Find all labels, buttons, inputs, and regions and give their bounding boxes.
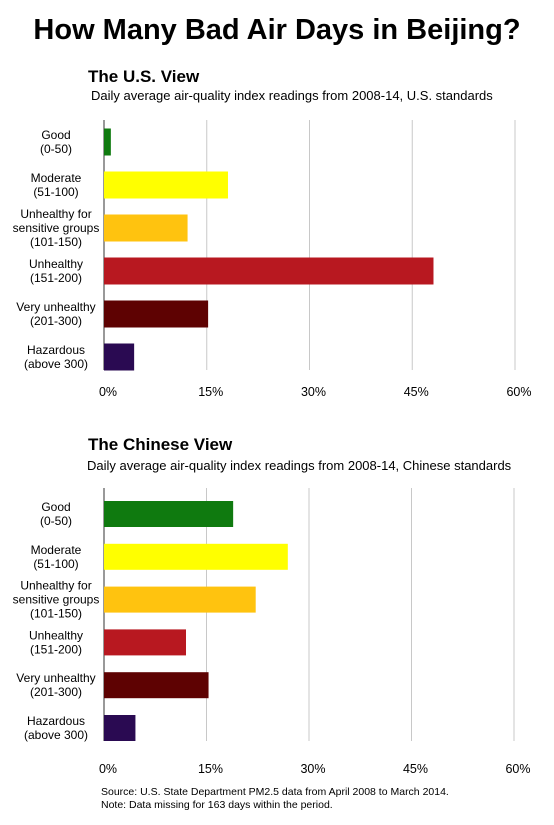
x-tick-label: 45%	[404, 385, 429, 399]
category-label: Hazardous (above 300)	[24, 714, 88, 742]
chart-subtitle: Daily average air-quality index readings…	[91, 88, 493, 103]
bar	[104, 629, 186, 656]
x-tick-label: 60%	[506, 385, 531, 399]
category-label-line: (0-50)	[40, 142, 72, 156]
category-label: Unhealthy (151-200)	[29, 628, 83, 656]
category-label-line: Moderate	[31, 543, 82, 557]
category-label: Very unhealthy (201-300)	[16, 300, 95, 328]
category-label-line: Moderate	[31, 171, 82, 185]
category-label-line: Very unhealthy	[16, 300, 95, 314]
chinese-view-bar-chart: 0% 15% 30% 45% 60% Good (0-50) Moderate (51-100)…	[13, 488, 531, 776]
chart-subtitle: Daily average air-quality index readings…	[87, 458, 512, 473]
bar	[104, 128, 111, 156]
category-label-line: (51-100)	[33, 557, 78, 571]
x-tick-label: 0%	[99, 762, 117, 776]
category-label-line: (above 300)	[24, 728, 88, 742]
category-label-line: (201-300)	[30, 685, 82, 699]
x-tick-label: 15%	[198, 762, 223, 776]
category-label-line: (0-50)	[40, 514, 72, 528]
category-label-line: (51-100)	[33, 185, 78, 199]
category-label-line: sensitive groups	[13, 593, 100, 607]
x-tick-label: 30%	[300, 762, 325, 776]
bar	[104, 715, 136, 741]
bar	[104, 300, 209, 328]
bar	[104, 171, 228, 199]
category-label: Moderate (51-100)	[31, 543, 82, 571]
category-label: Moderate (51-100)	[31, 171, 82, 199]
category-label: Good (0-50)	[40, 128, 72, 156]
note-line: Note: Data missing for 163 days within t…	[101, 799, 333, 811]
bar	[104, 672, 209, 699]
source-line: Source: U.S. State Department PM2.5 data…	[101, 786, 449, 798]
us-view-bar-chart: 0% 15% 30% 45% 60% Good (0-50) Moderate (51-100)…	[13, 120, 532, 399]
category-label-line: Hazardous	[27, 714, 85, 728]
category-label-line: Unhealthy	[29, 628, 83, 642]
bar	[104, 343, 135, 371]
category-label-line: (201-300)	[30, 314, 82, 328]
source-note: Source: U.S. State Department PM2.5 data…	[101, 786, 449, 812]
category-label: Unhealthy (151-200)	[29, 257, 83, 285]
x-tick-label: 30%	[301, 385, 326, 399]
chart-title: The Chinese View	[88, 435, 233, 454]
category-label-line: Good	[41, 128, 70, 142]
x-tick-label: 15%	[198, 385, 223, 399]
category-label-line: Unhealthy	[29, 257, 83, 271]
bar	[104, 257, 434, 285]
category-label-line: Hazardous	[27, 343, 85, 357]
category-label-line: Unhealthy for	[20, 579, 91, 593]
category-label: Unhealthy for sensitive groups (101-150)	[13, 207, 100, 249]
x-tick-label: 45%	[403, 762, 428, 776]
category-label-line: (101-150)	[30, 235, 82, 249]
category-label-line: Very unhealthy	[16, 671, 95, 685]
category-label: Hazardous (above 300)	[24, 343, 88, 371]
category-label: Very unhealthy (201-300)	[16, 671, 95, 699]
x-tick-label: 0%	[99, 385, 117, 399]
bar	[104, 543, 288, 570]
category-label-line: Unhealthy for	[20, 207, 91, 221]
category-label-line: (151-200)	[30, 642, 82, 656]
x-tick-label: 60%	[505, 762, 530, 776]
bar	[104, 586, 256, 613]
category-label-line: (above 300)	[24, 357, 88, 371]
chart-title: The U.S. View	[88, 67, 200, 86]
category-label-line: sensitive groups	[13, 221, 100, 235]
category-label-line: Good	[41, 500, 70, 514]
category-label: Good (0-50)	[40, 500, 72, 528]
category-label: Unhealthy for sensitive groups (101-150)	[13, 579, 100, 621]
category-label-line: (101-150)	[30, 607, 82, 621]
bar	[104, 501, 234, 527]
bar	[104, 214, 188, 242]
page-title: How Many Bad Air Days in Beijing?	[33, 14, 521, 46]
category-label-line: (151-200)	[30, 271, 82, 285]
